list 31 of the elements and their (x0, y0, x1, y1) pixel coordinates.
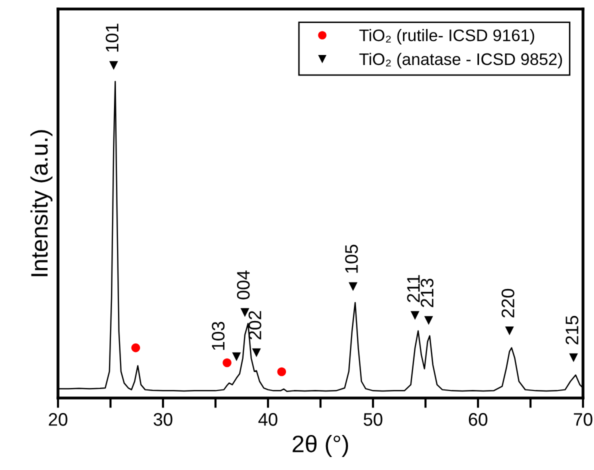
x-tick-label: 70 (574, 413, 592, 426)
point (505, 326, 514, 336)
annotation: 211 (407, 275, 420, 302)
point (109, 61, 118, 70)
point (424, 316, 434, 325)
legend-label: TiO₂ (rutile- ICSD 9161) (359, 29, 534, 45)
point (410, 311, 420, 320)
x-tick-label: 50 (364, 413, 382, 426)
point (240, 308, 250, 317)
point (569, 353, 578, 362)
point (348, 282, 358, 292)
annotation: 101 (106, 24, 118, 52)
annotation: 202 (248, 311, 262, 340)
x-tick-label: 40 (258, 413, 278, 426)
point (222, 358, 232, 368)
x-tick-label: 20 (48, 413, 68, 426)
point (252, 348, 261, 358)
x-tick-label: 30 (154, 413, 172, 426)
annotation: 105 (345, 244, 358, 273)
legend-label: TiO₂ (anatase - ICSD 9852) (359, 52, 562, 68)
point (277, 367, 286, 376)
annotation: 215 (566, 316, 578, 344)
y-axis-title: Intensity (a.u.) (30, 130, 52, 276)
annotation: 103 (212, 322, 225, 350)
point (232, 352, 241, 362)
annotation: 213 (420, 278, 434, 308)
x-axis-title: 2θ (°) (292, 434, 348, 457)
annotation: 004 (236, 270, 250, 300)
point (131, 343, 140, 352)
annotation: 220 (502, 288, 514, 318)
x-tick-label: 60 (468, 413, 488, 426)
